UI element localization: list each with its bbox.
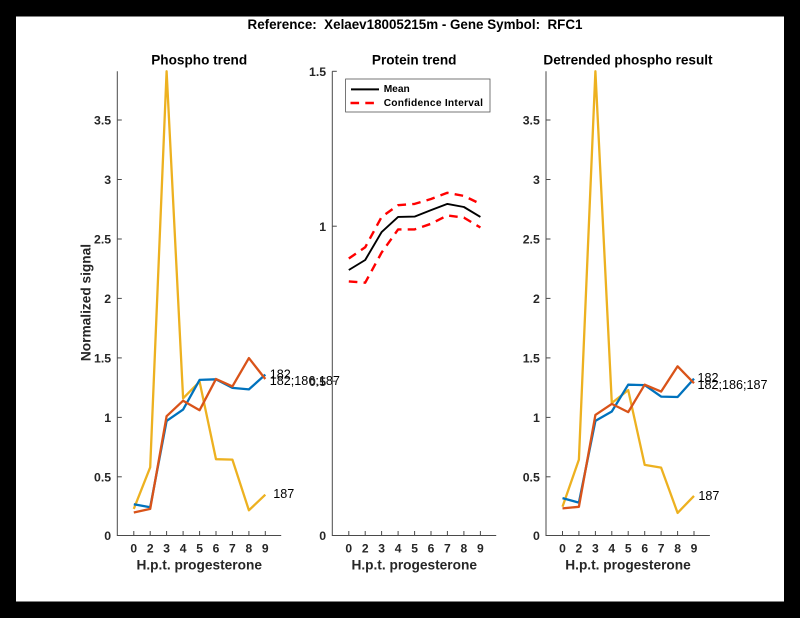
svg-text:Protein trend: Protein trend <box>372 52 457 67</box>
svg-text:5: 5 <box>196 541 203 555</box>
svg-text:1.5: 1.5 <box>309 65 326 79</box>
svg-text:Detrended phospho result: Detrended phospho result <box>543 52 713 67</box>
svg-text:1.5: 1.5 <box>523 351 540 365</box>
svg-text:1: 1 <box>319 220 326 234</box>
svg-text:182: 182 <box>698 371 719 385</box>
svg-text:1: 1 <box>533 411 540 425</box>
svg-text:3.5: 3.5 <box>94 114 111 128</box>
svg-text:182;186;187: 182;186;187 <box>270 374 340 388</box>
svg-text:3: 3 <box>533 173 540 187</box>
svg-text:6: 6 <box>213 541 220 555</box>
svg-text:1: 1 <box>104 411 111 425</box>
svg-text:182;186;187: 182;186;187 <box>698 378 768 392</box>
svg-text:Phospho trend: Phospho trend <box>151 52 247 67</box>
svg-text:6: 6 <box>641 541 648 555</box>
svg-text:182: 182 <box>270 368 291 382</box>
svg-text:8: 8 <box>246 541 253 555</box>
svg-text:8: 8 <box>674 541 681 555</box>
svg-text:187: 187 <box>273 487 294 501</box>
svg-text:2: 2 <box>104 292 111 306</box>
svg-text:0: 0 <box>559 541 566 555</box>
svg-text:H.p.t. progesterone: H.p.t. progesterone <box>565 558 691 573</box>
svg-text:H.p.t. progesterone: H.p.t. progesterone <box>351 558 477 573</box>
svg-text:Confidence Interval: Confidence Interval <box>384 98 483 109</box>
svg-text:2: 2 <box>362 541 369 555</box>
svg-text:6: 6 <box>428 541 435 555</box>
svg-text:7: 7 <box>229 541 236 555</box>
svg-text:4: 4 <box>395 541 402 555</box>
svg-text:3: 3 <box>592 541 599 555</box>
svg-text:4: 4 <box>180 541 187 555</box>
svg-text:9: 9 <box>691 541 698 555</box>
svg-text:3: 3 <box>163 541 170 555</box>
svg-text:0: 0 <box>533 529 540 543</box>
svg-text:Normalized signal: Normalized signal <box>79 244 94 361</box>
svg-text:8: 8 <box>461 541 468 555</box>
svg-text:3.5: 3.5 <box>523 114 540 128</box>
svg-text:2: 2 <box>147 541 154 555</box>
svg-text:0: 0 <box>345 541 352 555</box>
svg-text:0: 0 <box>104 529 111 543</box>
svg-text:4: 4 <box>608 541 615 555</box>
svg-text:1.5: 1.5 <box>94 351 111 365</box>
svg-text:9: 9 <box>477 541 484 555</box>
svg-text:2: 2 <box>576 541 583 555</box>
svg-text:Mean: Mean <box>384 84 410 95</box>
svg-text:0: 0 <box>130 541 137 555</box>
svg-text:0.5: 0.5 <box>94 470 111 484</box>
svg-text:H.p.t. progesterone: H.p.t. progesterone <box>136 558 262 573</box>
svg-text:3: 3 <box>378 541 385 555</box>
svg-text:3: 3 <box>104 173 111 187</box>
svg-text:5: 5 <box>411 541 418 555</box>
svg-text:0.5: 0.5 <box>523 470 540 484</box>
svg-text:187: 187 <box>698 489 719 503</box>
svg-text:0.5: 0.5 <box>309 375 326 389</box>
svg-text:0: 0 <box>319 529 326 543</box>
svg-text:Reference: Xelaev18005215m -: Reference: Xelaev18005215m - Gene Symbol… <box>248 17 583 32</box>
svg-text:5: 5 <box>625 541 632 555</box>
svg-text:9: 9 <box>262 541 269 555</box>
svg-text:2.5: 2.5 <box>94 233 111 247</box>
svg-text:2.5: 2.5 <box>523 233 540 247</box>
svg-text:2: 2 <box>533 292 540 306</box>
svg-text:7: 7 <box>444 541 451 555</box>
svg-text:7: 7 <box>658 541 665 555</box>
